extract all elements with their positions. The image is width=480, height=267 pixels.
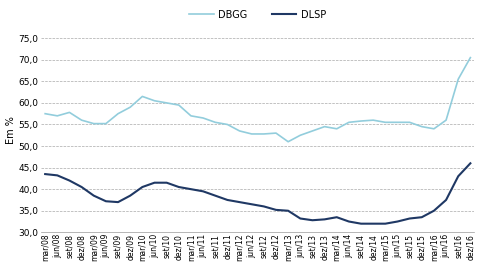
DLSP: [333, 216, 339, 219]
Y-axis label: Em %: Em %: [6, 116, 15, 144]
Line: DBGG: DBGG: [45, 58, 469, 142]
Legend: DBGG, DLSP: DBGG, DLSP: [185, 6, 330, 23]
DLSP: [467, 162, 472, 165]
DLSP: [54, 174, 60, 177]
Line: DLSP: DLSP: [45, 163, 469, 224]
DBGG: [285, 140, 290, 143]
DLSP: [414, 216, 420, 219]
DLSP: [317, 218, 323, 221]
DBGG: [337, 125, 343, 128]
DBGG: [297, 134, 302, 137]
DLSP: [288, 212, 294, 215]
DBGG: [414, 124, 420, 127]
DBGG: [293, 136, 299, 139]
DLSP: [293, 214, 299, 218]
DBGG: [467, 56, 472, 59]
DLSP: [358, 222, 363, 225]
DBGG: [42, 112, 48, 115]
DBGG: [321, 125, 327, 128]
DBGG: [54, 114, 60, 117]
DLSP: [42, 172, 48, 176]
